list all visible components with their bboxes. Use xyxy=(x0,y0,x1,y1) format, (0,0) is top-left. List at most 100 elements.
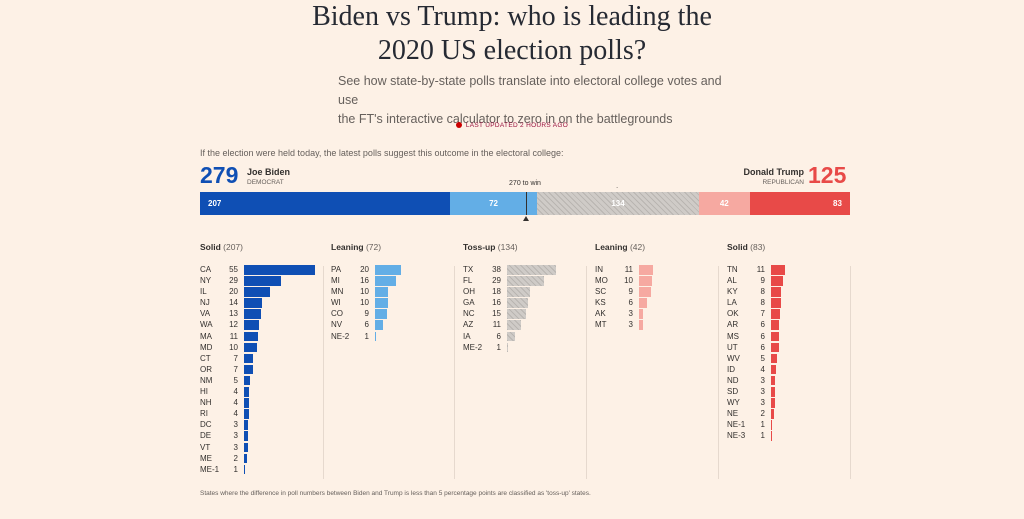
state-row: HI 4 xyxy=(200,386,330,397)
state-row: RI 4 xyxy=(200,408,330,419)
state-code: MD xyxy=(200,342,213,352)
state-code: ID xyxy=(727,364,735,374)
state-row: NH 4 xyxy=(200,397,330,408)
state-row: SD 3 xyxy=(727,386,857,397)
state-row: OR 7 xyxy=(200,364,330,375)
state-votes: 2 xyxy=(760,409,765,419)
column-tossup: Toss-up (134) TX 38 FL 29 OH 18 GA 16 NC 15 AZ 11 IA 6… xyxy=(463,242,593,353)
state-row: UT 6 xyxy=(727,342,857,353)
title-line-1: Biden vs Trump: who is leading the xyxy=(312,1,712,32)
state-bar xyxy=(771,409,774,419)
state-code: AK xyxy=(595,309,606,319)
column-total: (134) xyxy=(495,242,518,252)
state-bar xyxy=(375,287,388,297)
state-row: WY 3 xyxy=(727,397,857,408)
state-row: VA 13 xyxy=(200,308,330,319)
state-votes: 1 xyxy=(233,464,238,474)
state-code: DE xyxy=(200,431,212,441)
state-code: UT xyxy=(727,342,738,352)
state-row: AR 6 xyxy=(727,319,857,330)
state-bar xyxy=(244,398,250,408)
state-row: NY 29 xyxy=(200,275,330,286)
state-row: IN 11 xyxy=(595,264,725,275)
state-bar xyxy=(244,464,246,475)
state-row: FL 29 xyxy=(463,275,593,286)
column-lean-rep: Leaning (42) IN 11 MO 10 SC 9 KS 6 AK 3 MT 3 xyxy=(595,242,725,331)
column-divider xyxy=(454,266,455,479)
state-bar xyxy=(771,309,781,319)
state-bar xyxy=(375,276,396,286)
state-bar xyxy=(244,387,250,397)
state-code: SD xyxy=(727,387,739,397)
column-divider xyxy=(850,266,851,479)
state-votes: 8 xyxy=(760,298,765,308)
bar-segment-label: 134 xyxy=(611,199,625,208)
state-code: TX xyxy=(463,265,474,274)
state-row: TX 38 xyxy=(463,264,593,275)
state-code: IN xyxy=(595,265,603,274)
state-votes: 10 xyxy=(360,287,369,297)
threshold-dot: . xyxy=(616,181,619,190)
state-code: GA xyxy=(463,298,475,308)
state-bar xyxy=(507,298,528,308)
state-bar xyxy=(375,331,377,342)
state-row: NM 5 xyxy=(200,375,330,386)
state-bar xyxy=(771,298,782,308)
state-votes: 3 xyxy=(233,431,238,441)
threshold-line xyxy=(526,192,528,215)
state-row: AL 9 xyxy=(727,275,857,286)
state-bar xyxy=(771,276,783,286)
state-code: WI xyxy=(331,298,341,308)
state-bar xyxy=(375,320,383,330)
state-row: ID 4 xyxy=(727,364,857,375)
state-row: OH 18 xyxy=(463,286,593,297)
state-row: DE 3 xyxy=(200,430,330,441)
state-votes: 20 xyxy=(360,265,369,274)
bar-segment-label: 42 xyxy=(719,199,729,208)
state-code: NV xyxy=(331,320,343,330)
column-divider xyxy=(586,266,587,479)
state-code: ME xyxy=(200,453,212,463)
state-votes: 7 xyxy=(760,309,765,319)
page-title: Biden vs Trump: who is leading the 2020 … xyxy=(0,0,1024,68)
state-bar xyxy=(244,420,248,430)
column-title: Leaning (42) xyxy=(595,242,725,264)
state-row: AZ 11 xyxy=(463,319,593,330)
state-bar xyxy=(771,387,775,397)
state-bar xyxy=(771,265,786,275)
state-bar xyxy=(771,431,773,441)
state-code: KY xyxy=(727,287,738,297)
state-bar xyxy=(771,420,773,430)
column-divider xyxy=(323,266,324,479)
state-votes: 29 xyxy=(492,276,501,286)
state-row: ND 3 xyxy=(727,375,857,386)
state-row: MS 6 xyxy=(727,331,857,342)
state-votes: 11 xyxy=(624,265,633,274)
state-row: NE-3 1 xyxy=(727,430,857,441)
state-votes: 4 xyxy=(233,398,238,408)
column-title: Toss-up (134) xyxy=(463,242,593,264)
state-code: IL xyxy=(200,287,207,297)
biden-votes: 279 xyxy=(200,162,239,188)
column-label: Leaning xyxy=(331,242,364,252)
state-code: MN xyxy=(331,287,344,297)
intro-text: If the election were held today, the lat… xyxy=(200,148,564,158)
state-votes: 15 xyxy=(492,309,501,319)
state-votes: 9 xyxy=(628,287,633,297)
state-code: MT xyxy=(595,320,607,330)
last-updated: LAST UPDATED 2 HOURS AGO xyxy=(0,122,1024,129)
state-votes: 6 xyxy=(628,298,633,308)
state-code: OR xyxy=(200,364,212,374)
column-label: Leaning xyxy=(595,242,628,252)
state-votes: 11 xyxy=(492,320,501,330)
state-row: MO 10 xyxy=(595,275,725,286)
state-bar xyxy=(244,453,247,464)
state-bar xyxy=(507,276,545,286)
state-bar xyxy=(244,375,251,386)
state-votes: 38 xyxy=(492,265,501,274)
standfirst-line-2: the FT's interactive calculator to zero … xyxy=(338,112,673,126)
state-code: FL xyxy=(463,276,473,286)
state-votes: 4 xyxy=(233,409,238,419)
column-label: Solid xyxy=(727,242,748,252)
state-row: CT 7 xyxy=(200,353,330,364)
